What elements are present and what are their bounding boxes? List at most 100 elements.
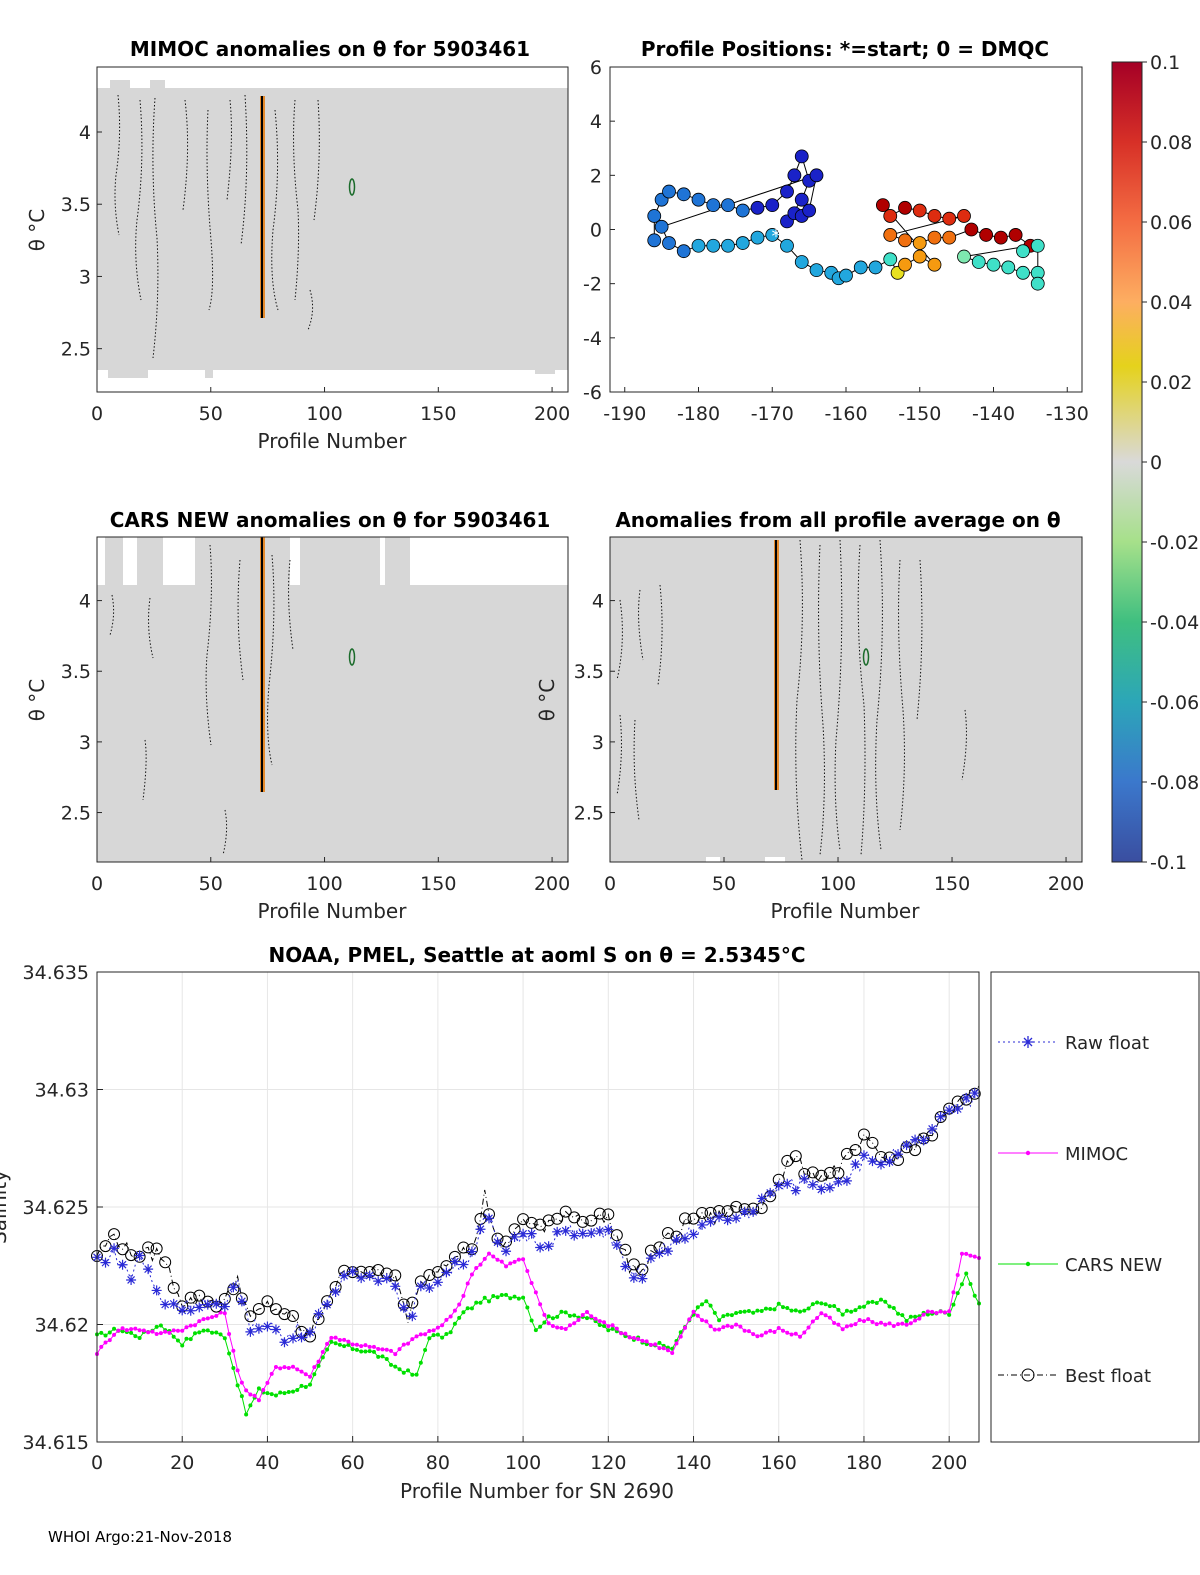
position-point [706, 198, 721, 213]
series-point [593, 1316, 598, 1321]
series-point [316, 1359, 321, 1364]
series-point [789, 1332, 794, 1337]
series-point [746, 1309, 751, 1314]
series-point [606, 1328, 611, 1333]
series-point [316, 1363, 321, 1368]
series-point [725, 1323, 730, 1328]
series-point [653, 1342, 658, 1347]
series-point [874, 1301, 879, 1306]
series-point [107, 1338, 112, 1343]
series-point [969, 1088, 980, 1099]
series-point [589, 1314, 594, 1319]
series-point [440, 1323, 445, 1328]
series-point [475, 1224, 486, 1235]
position-point [868, 260, 883, 275]
series-point [722, 1215, 733, 1226]
positions-y-0: 0 [590, 220, 602, 242]
series-point [700, 1318, 705, 1323]
series-point [870, 1299, 875, 1304]
series-point [313, 1308, 324, 1319]
series-point [320, 1349, 325, 1354]
series-point [371, 1344, 376, 1349]
series-point [683, 1325, 687, 1330]
series-point [410, 1372, 415, 1377]
series-point [245, 1326, 256, 1337]
series-point [278, 1366, 283, 1371]
series-point [823, 1302, 828, 1307]
series-point [248, 1392, 253, 1397]
series-point [827, 1304, 832, 1309]
series-point [714, 1212, 725, 1223]
series-point [964, 1271, 969, 1276]
series-point [329, 1335, 334, 1340]
salinity-y-34.615: 34.615 [23, 1432, 89, 1454]
series-point [108, 1228, 121, 1241]
series-point [674, 1341, 679, 1346]
series-point [785, 1330, 790, 1335]
series-point [261, 1387, 266, 1392]
series-point [896, 1322, 901, 1327]
series-point [810, 1319, 815, 1324]
positions-yticks: 6 4 2 0 -2 -4 -6 [583, 57, 615, 404]
position-point [883, 209, 898, 223]
position-point [912, 236, 927, 250]
series-point [585, 1214, 598, 1227]
position-point [735, 203, 750, 218]
series-point [938, 1309, 943, 1314]
series-point [546, 1321, 551, 1326]
series-point [452, 1308, 457, 1313]
position-point [787, 168, 802, 183]
position-point [1030, 238, 1045, 253]
mimoc-y-2.5: 2.5 [61, 339, 91, 361]
cars-x-0: 0 [91, 873, 103, 895]
series-point [772, 1330, 777, 1335]
series-point [253, 1323, 264, 1334]
positions-x--170: -170 [751, 403, 794, 425]
series-point [712, 1327, 717, 1332]
position-point [957, 209, 971, 223]
series-point [222, 1336, 227, 1341]
series-point [695, 1313, 700, 1318]
series-point [171, 1328, 176, 1333]
series-point [559, 1326, 564, 1331]
series-point [746, 1329, 751, 1334]
series-point [201, 1317, 206, 1322]
positions-xticks: -190 -180 -170 -160 -150 -140 -130 [603, 387, 1089, 425]
series-point [342, 1344, 347, 1349]
series-point [721, 1325, 726, 1330]
series-point [538, 1324, 543, 1329]
series-point [389, 1362, 393, 1367]
series-point [751, 1332, 756, 1337]
series-point [518, 1228, 529, 1239]
cars-y-4: 4 [79, 591, 91, 613]
series-point [959, 1282, 964, 1287]
series-point [816, 1184, 827, 1195]
series-point [620, 1261, 631, 1272]
series-point [492, 1237, 503, 1248]
series-point [610, 1326, 615, 1331]
series-point [184, 1336, 189, 1341]
series-point [509, 1231, 520, 1242]
allavg-y-4: 4 [592, 591, 604, 613]
series-point [644, 1342, 649, 1347]
series-point [550, 1316, 555, 1321]
series-point [431, 1328, 436, 1333]
allavg-y-3.5: 3.5 [574, 661, 604, 683]
positions-x--160: -160 [824, 403, 867, 425]
series-point [397, 1347, 402, 1352]
position-point [662, 236, 676, 250]
series-point [529, 1318, 534, 1323]
series-point [759, 1308, 764, 1313]
position-point [794, 255, 809, 269]
series-point [512, 1294, 517, 1299]
positions-panel: Profile Positions: *=start; 0 = DMQC * -… [583, 37, 1089, 425]
series-point [917, 1316, 922, 1321]
series-point [154, 1332, 159, 1337]
series-point [414, 1334, 419, 1339]
position-point [676, 244, 691, 259]
allavg-y-2.5: 2.5 [574, 803, 604, 825]
position-point [979, 228, 994, 242]
mimoc-x-150: 150 [420, 403, 456, 425]
series-point [457, 1315, 462, 1320]
series-point [691, 1309, 696, 1314]
